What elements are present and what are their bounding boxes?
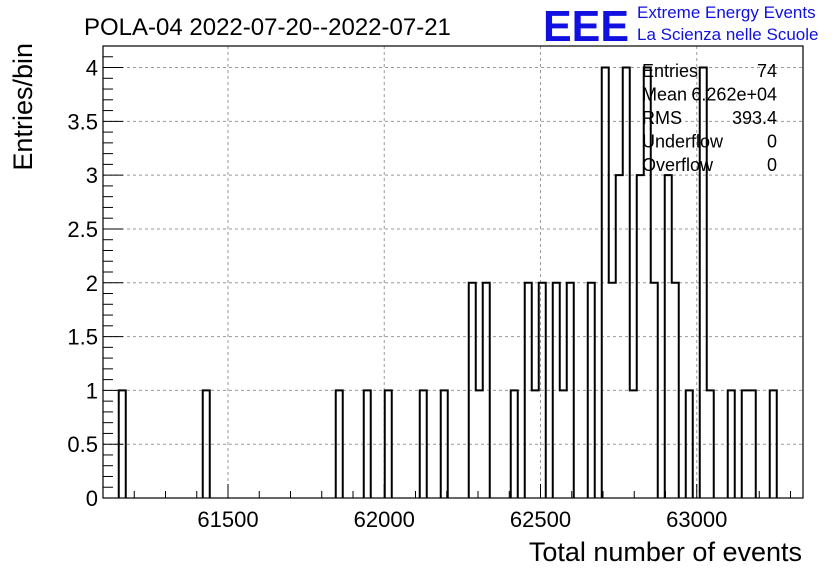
y-axis-label: Entries/bin [8, 43, 38, 171]
stats-value: 0 [767, 132, 777, 152]
y-tick-label: 0 [86, 486, 98, 511]
y-tick-label: 1 [86, 378, 98, 403]
x-tick-label: 62000 [354, 507, 415, 532]
stats-label: Underflow [642, 132, 724, 152]
histogram-step-line [117, 66, 778, 498]
stats-label: Entries [642, 61, 698, 81]
y-tick-label: 3 [86, 163, 98, 188]
stats-value: 393.4 [732, 108, 777, 128]
eee-logo-line2: La Scienza nelle Scuole [637, 25, 818, 44]
y-tick-label: 2.5 [67, 217, 98, 242]
plot-frame [102, 45, 804, 499]
y-tick-label: 2 [86, 271, 98, 296]
x-tick-label: 63000 [666, 507, 727, 532]
stats-label: RMS [642, 108, 682, 128]
stats-value: 0 [767, 155, 777, 175]
y-tick-label: 4 [86, 56, 98, 81]
stats-box: Entries 74 Mean 6.262e+04 RMS 393.4 Underflow 0… [642, 61, 777, 175]
grid-lines [103, 46, 803, 498]
stats-value: 6.262e+04 [691, 85, 777, 105]
x-tick-label: 61500 [197, 507, 258, 532]
y-tick-label: 3.5 [67, 109, 98, 134]
y-axis-ticks: 0 0.5 1 1.5 2 2.5 3 3.5 4 [67, 56, 123, 511]
y-tick-label: 1.5 [67, 325, 98, 350]
eee-logo: EEE Extreme Energy Events La Scienza nel… [543, 2, 818, 51]
chart-title: POLA-04 2022-07-20--2022-07-21 [84, 14, 451, 41]
y-tick-label: 0.5 [67, 432, 98, 457]
x-axis-label: Total number of events [529, 537, 802, 567]
eee-logo-line1: Extreme Energy Events [637, 3, 816, 22]
x-tick-label: 62500 [510, 507, 571, 532]
eee-logo-mark: EEE [543, 2, 629, 51]
stats-value: 74 [757, 61, 777, 81]
stats-label: Overflow [642, 155, 714, 175]
stats-label: Mean [642, 85, 687, 105]
